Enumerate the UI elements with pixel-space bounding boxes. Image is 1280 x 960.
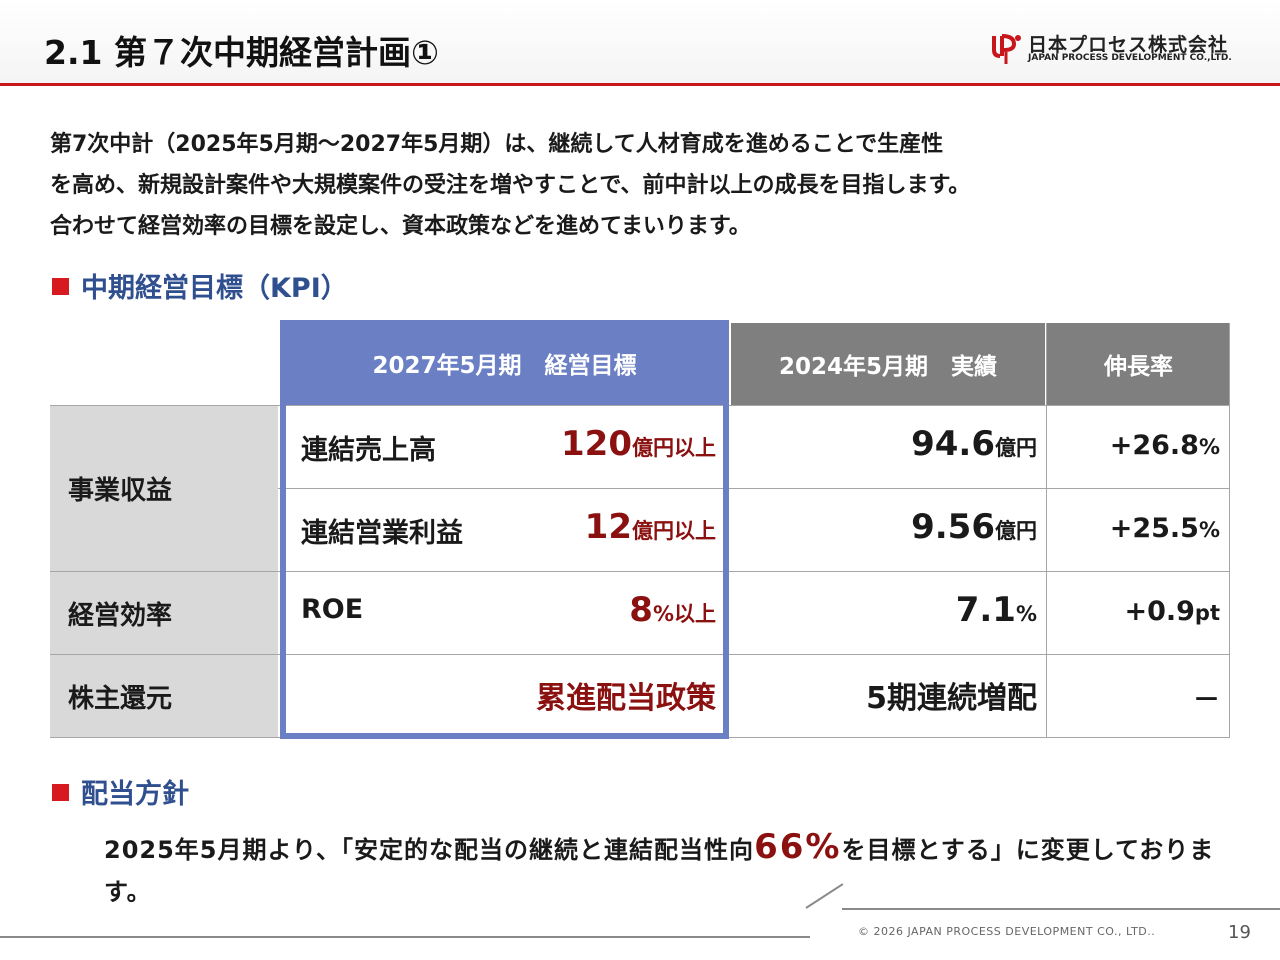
dividend-payout-target: 66% [754, 827, 842, 867]
grid-line [1046, 323, 1047, 737]
intro-paragraph: 第7次中計（2025年5月期～2027年5月期）は、継続して人材育成を進めること… [50, 124, 1240, 247]
page-number: 19 [1228, 922, 1251, 943]
actual-sales-unit: 億円 [995, 436, 1037, 460]
target-sales-unit: 億円以上 [632, 436, 716, 460]
growth-operating-profit: +25.5% [1055, 513, 1220, 553]
row-label-business-text: 事業収益 [68, 475, 173, 506]
actual-operating-profit-value: 9.56 [911, 507, 995, 547]
copyright: © 2026 JAPAN PROCESS DEVELOPMENT CO., LT… [858, 925, 1156, 938]
page-title: 2.1 第７次中期経営計画① [44, 33, 439, 72]
actual-shareholder-return-text: 5期連続増配 [866, 681, 1037, 716]
intro-line-2: を高め、新規設計案件や大規模案件の受注を増やすことで、前中計以上の成長を目指しま… [50, 173, 971, 198]
growth-sales-value: +26.8 [1109, 430, 1199, 461]
grid-line [278, 488, 1230, 489]
column-header-target-label: 2027年5月期 経営目標 [372, 352, 637, 379]
actual-operating-profit-unit: 億円 [995, 519, 1037, 543]
intro-line-3: 合わせて経営効率の目標を設定し、資本政策などを進めてまいります。 [50, 214, 751, 239]
company-logo-icon [992, 34, 1021, 64]
square-bullet-icon [52, 278, 69, 295]
target-shareholder-return-text: 累進配当政策 [536, 681, 716, 716]
actual-operating-profit: 9.56億円 [740, 507, 1037, 555]
growth-sales-unit: % [1198, 435, 1220, 459]
row-label-efficiency: 経営効率 [50, 572, 278, 654]
actual-sales: 94.6億円 [740, 424, 1037, 472]
row-label-return: 株主還元 [50, 655, 278, 737]
growth-sales: +26.8% [1055, 430, 1220, 470]
target-shareholder-return: 累進配当政策 [300, 673, 716, 719]
kpi-heading-text: 中期経営目標（KPI） [81, 273, 348, 304]
dividend-text-after: を目標とする」に変更しております。 [104, 836, 1215, 906]
logo-company-name: 日本プロセス株式会社 [1028, 34, 1229, 56]
kpi-item-roe: ROE [301, 594, 364, 625]
target-roe-value: 8 [629, 590, 653, 630]
square-bullet-icon [52, 784, 69, 801]
target-operating-profit-value: 12 [584, 507, 632, 547]
growth-roe-unit: pt [1194, 601, 1220, 625]
target-operating-profit-unit: 億円以上 [632, 519, 716, 543]
company-logo: 日本プロセス株式会社 JAPAN PROCESS DEVELOPMENT CO.… [988, 30, 1258, 70]
growth-shareholder-return: － [1055, 678, 1220, 718]
intro-line-1: 第7次中計（2025年5月期～2027年5月期）は、継続して人材育成を進めること… [50, 132, 944, 157]
target-sales-value: 120 [561, 424, 632, 464]
actual-sales-value: 94.6 [911, 424, 995, 464]
growth-operating-profit-unit: % [1198, 518, 1220, 542]
column-header-actual: 2024年5月期 実績 [731, 323, 1045, 405]
kpi-item-operating-profit: 連結営業利益 [301, 518, 463, 549]
growth-shareholder-return-text: － [1193, 685, 1220, 716]
header-rule [0, 83, 1280, 86]
actual-roe-value: 7.1 [955, 590, 1016, 630]
row-label-efficiency-text: 経営効率 [68, 600, 173, 631]
dividend-heading-text: 配当方針 [81, 779, 189, 810]
grid-line [50, 654, 1230, 655]
column-header-actual-label: 2024年5月期 実績 [778, 354, 998, 380]
row-label-business: 事業収益 [50, 405, 278, 571]
column-header-growth: 伸長率 [1047, 323, 1230, 405]
grid-line [50, 571, 1230, 572]
dividend-policy-text: 2025年5月期より、「安定的な配当の継続と連結配当性向66%を目標とする」に変… [104, 826, 1244, 913]
kpi-item-sales: 連結売上高 [301, 435, 436, 466]
actual-roe: 7.1% [740, 590, 1037, 638]
footer-rule-top [842, 908, 1280, 910]
kpi-section-heading: 中期経営目標（KPI） [52, 266, 348, 305]
growth-operating-profit-value: +25.5 [1109, 513, 1199, 544]
row-label-return-text: 株主還元 [68, 683, 173, 714]
target-roe-unit: %以上 [652, 602, 716, 626]
grid-line [50, 405, 1230, 406]
footer-rule [0, 936, 810, 938]
actual-roe-unit: % [1015, 602, 1037, 626]
dividend-section-heading: 配当方針 [52, 772, 189, 811]
growth-roe-value: +0.9 [1124, 596, 1195, 627]
grid-line [50, 737, 1230, 738]
dividend-text-before: 2025年5月期より、「安定的な配当の継続と連結配当性向 [104, 836, 755, 864]
actual-shareholder-return: 5期連続増配 [740, 673, 1037, 719]
target-sales: 120億円以上 [300, 424, 716, 472]
column-header-growth-label: 伸長率 [1104, 354, 1173, 380]
growth-roe: +0.9pt [1055, 596, 1220, 636]
target-roe: 8%以上 [300, 590, 716, 638]
target-operating-profit: 12億円以上 [300, 507, 716, 555]
column-header-target: 2027年5月期 経営目標 [280, 320, 729, 405]
logo-company-english: JAPAN PROCESS DEVELOPMENT CO.,LTD. [1028, 53, 1232, 63]
slide-header: 2.1 第７次中期経営計画① 日本プロセス株式会社 JAPAN PROCESS … [0, 0, 1280, 84]
grid-line [1229, 323, 1230, 737]
